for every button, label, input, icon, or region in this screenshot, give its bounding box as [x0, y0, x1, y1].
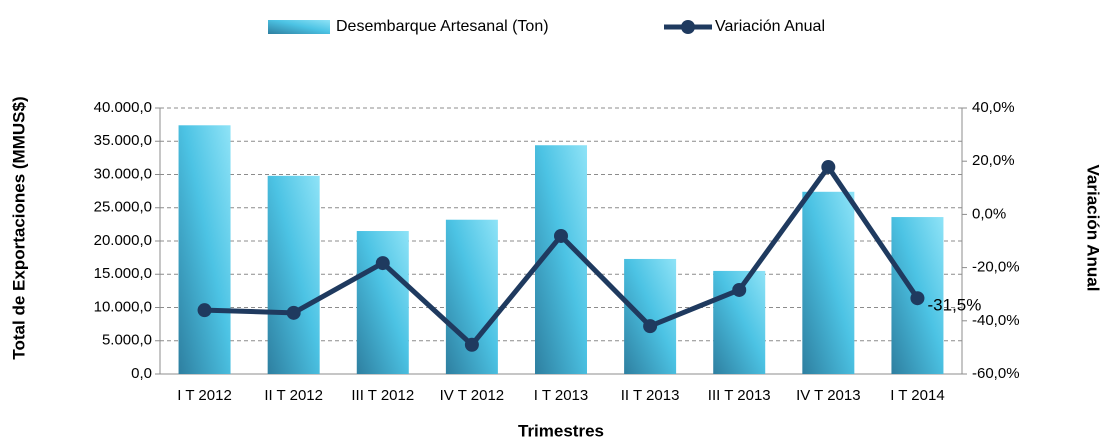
y-tick-label: 25.000,0 — [94, 199, 152, 216]
marker — [464, 337, 479, 352]
marker — [375, 256, 390, 271]
marker — [821, 160, 836, 175]
marker — [732, 282, 747, 297]
x-tick-label: II T 2012 — [264, 387, 323, 404]
legend-marker — [681, 20, 695, 34]
legend-swatch — [268, 20, 330, 34]
legend-label: Variación Anual — [715, 18, 825, 35]
y-tick-label: 30.000,0 — [94, 165, 152, 182]
x-tick-label: I T 2014 — [890, 387, 945, 404]
bar — [802, 191, 855, 374]
marker — [197, 303, 212, 318]
x-axis-title: Trimestres — [518, 421, 604, 440]
y2-tick-label: 40,0% — [972, 99, 1015, 116]
bar — [178, 125, 231, 374]
y-tick-label: 0,0 — [131, 365, 152, 382]
marker — [643, 319, 658, 334]
y-tick-label: 35.000,0 — [94, 132, 152, 149]
y2-tick-label: -60,0% — [972, 365, 1020, 382]
y-axis-title: Total de Exportaciones (MMUS$) — [9, 96, 28, 359]
bar — [356, 231, 409, 374]
y-tick-label: 10.000,0 — [94, 298, 152, 315]
legend-label: Desembarque Artesanal (Ton) — [336, 18, 549, 35]
x-tick-label: IV T 2013 — [796, 387, 861, 404]
y2-tick-label: -20,0% — [972, 259, 1020, 276]
x-tick-label: II T 2013 — [621, 387, 680, 404]
x-tick-label: I T 2012 — [177, 387, 232, 404]
y-tick-label: 40.000,0 — [94, 99, 152, 116]
marker — [554, 228, 568, 243]
x-tick-label: IV T 2012 — [440, 387, 505, 404]
x-tick-label: I T 2013 — [534, 387, 589, 404]
data-label: -31,5% — [928, 296, 982, 315]
y2-tick-label: -40,0% — [972, 312, 1020, 329]
marker — [910, 291, 925, 306]
y2-tick-label: 0,0% — [972, 205, 1006, 222]
y2-axis-title: Variación Anual — [1084, 165, 1103, 292]
y-tick-label: 20.000,0 — [94, 232, 152, 249]
bar — [267, 175, 320, 374]
marker — [286, 305, 301, 320]
y2-tick-label: 20,0% — [972, 152, 1015, 169]
x-tick-label: III T 2012 — [351, 387, 414, 404]
y-tick-label: 15.000,0 — [94, 265, 152, 282]
x-tick-label: III T 2013 — [708, 387, 771, 404]
y-tick-label: 5.000,0 — [102, 332, 152, 349]
